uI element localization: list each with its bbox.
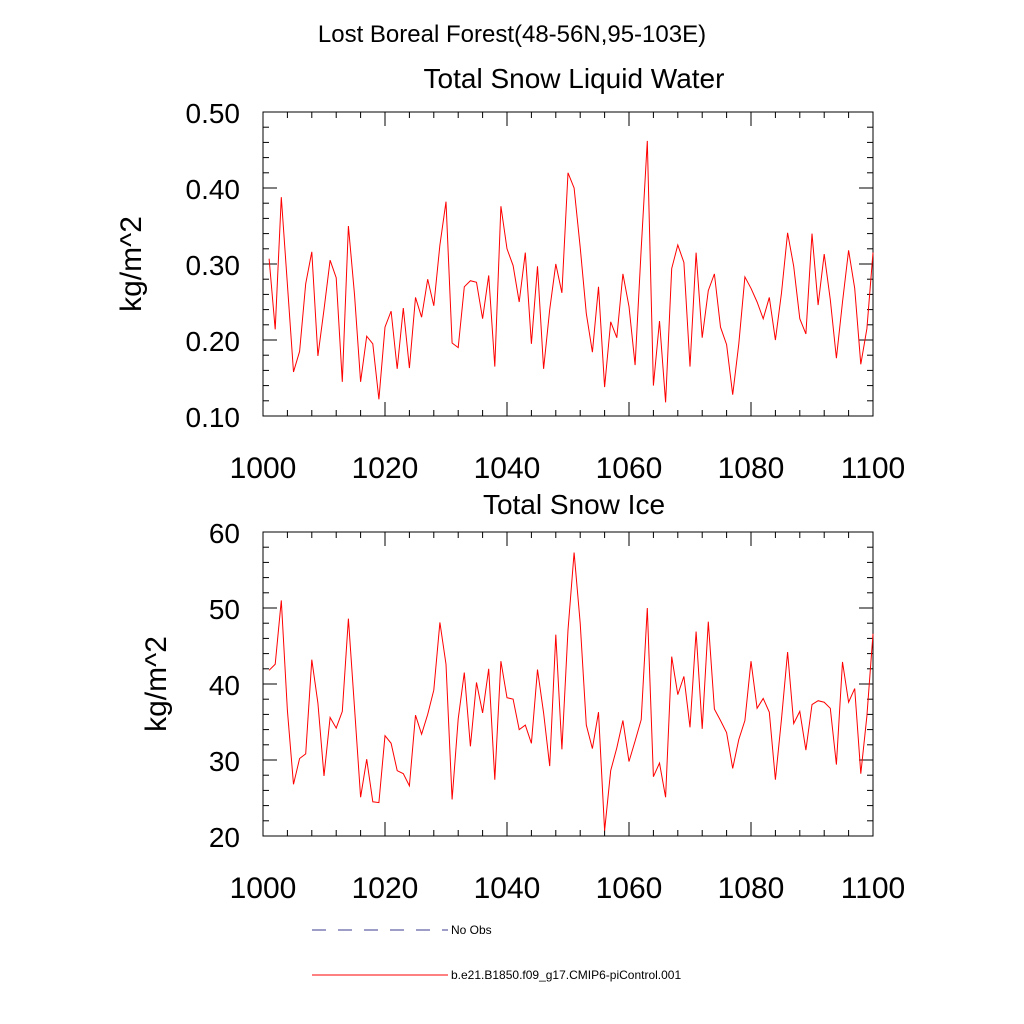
y-tick-label: 20 [209, 822, 240, 853]
series-line-1 [268, 552, 874, 831]
plot-frame [262, 111, 874, 417]
x-tick-label: 1100 [841, 452, 906, 485]
y-tick-label: 0.50 [186, 98, 241, 129]
x-tick-label: 1000 [230, 872, 297, 905]
y-tick-label: 40 [209, 670, 240, 701]
figure-suptitle: Lost Boreal Forest(48-56N,95-103E) [318, 21, 706, 48]
x-tick-label: 1020 [352, 872, 419, 905]
x-tick-label: 1000 [230, 452, 297, 485]
y-tick-label: 50 [209, 594, 240, 625]
y-tick-label: 60 [209, 518, 240, 549]
legend-label-model: b.e21.B1850.f09_g17.CMIP6-piControl.001 [451, 968, 681, 982]
series-line-1 [268, 140, 874, 403]
y-axis-label: kg/m^2 [140, 636, 173, 732]
chart-panel-2: Total Snow Ice 1000 1020 1040 1060 1080 1100 20… [140, 489, 905, 905]
plot-frame [262, 531, 874, 837]
x-tick-label: 1080 [718, 452, 785, 485]
chart-title: Total Snow Ice [483, 489, 665, 520]
x-tick-label: 1060 [596, 452, 663, 485]
chart-panel-1: Total Snow Liquid Water 1000 1020 1040 1060 1… [115, 63, 905, 485]
y-tick-label: 0.10 [186, 402, 241, 433]
x-tick-label: 1020 [352, 452, 419, 485]
y-tick-label: 0.20 [186, 326, 241, 357]
legend: No Obs b.e21.B1850.f09_g17.CMIP6-piContr… [312, 923, 681, 982]
x-tick-label: 1080 [718, 872, 785, 905]
x-tick-label: 1040 [474, 452, 541, 485]
x-tick-label: 1040 [474, 872, 541, 905]
y-axis-label: kg/m^2 [115, 216, 148, 312]
y-tick-label: 0.30 [186, 250, 241, 281]
legend-label-no-obs: No Obs [451, 923, 492, 937]
chart-title: Total Snow Liquid Water [424, 63, 725, 94]
x-tick-label: 1060 [596, 872, 663, 905]
y-tick-label: 30 [209, 746, 240, 777]
y-tick-label: 0.40 [186, 174, 241, 205]
x-tick-label: 1100 [841, 872, 906, 905]
